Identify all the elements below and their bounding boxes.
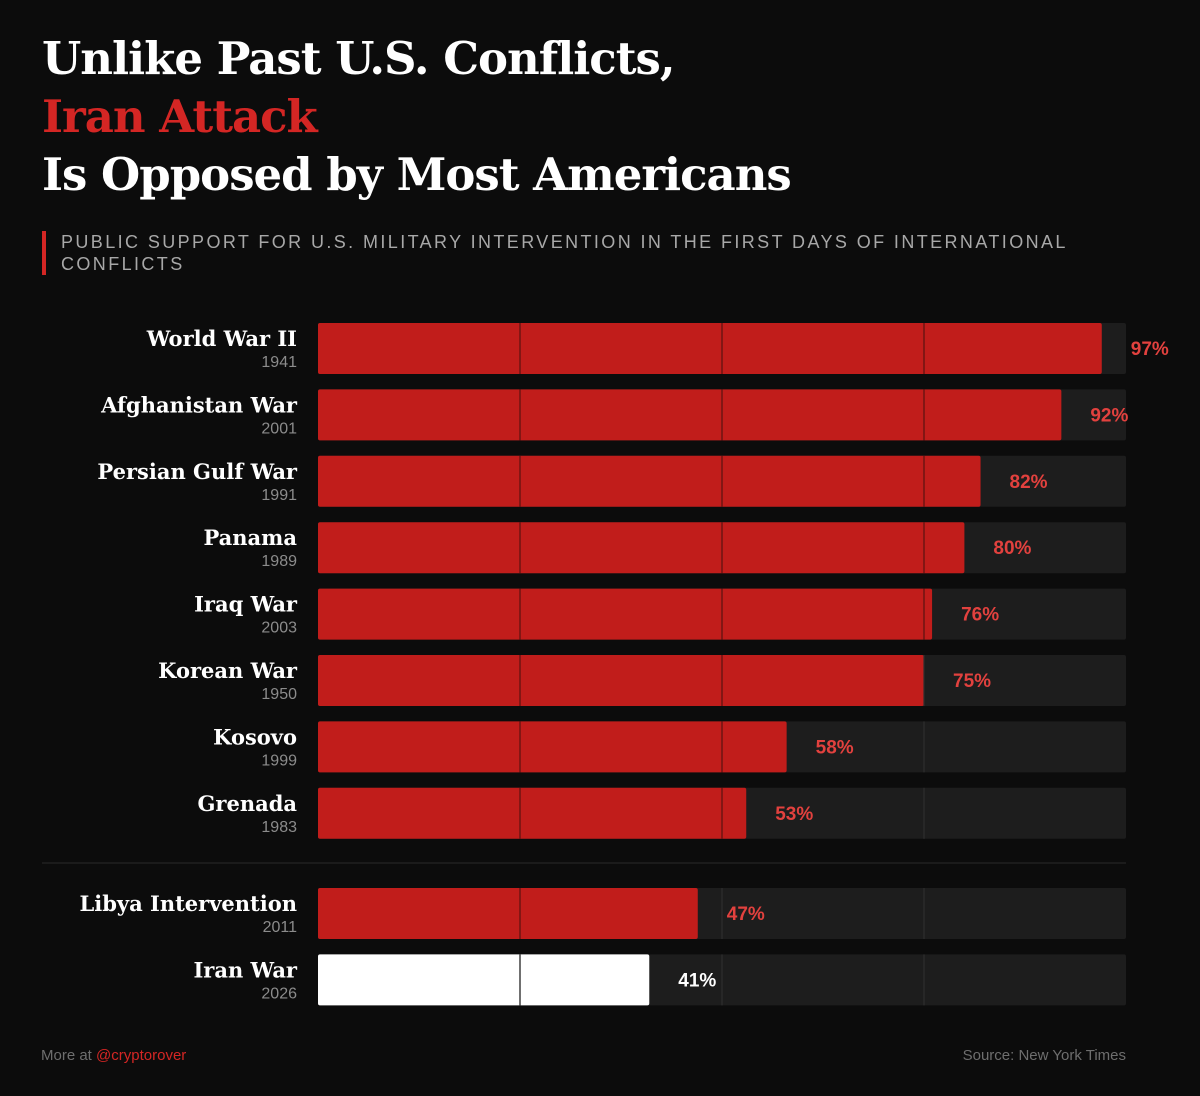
footer-more-at: More at	[41, 1047, 92, 1064]
category-label-grenada: Grenada	[197, 791, 297, 816]
year-label-iran-war: 2026	[261, 985, 297, 1002]
title-line-1: Unlike Past U.S. Conflicts,	[42, 32, 675, 85]
bar-korean-war	[318, 655, 924, 706]
bar-chart: 97% World War II 1941 92% Afghanistan War 200…	[42, 323, 1169, 1006]
bar-grenada	[318, 787, 747, 839]
category-label-libya-intervention: Libya Intervention	[79, 891, 297, 916]
category-label-afghanistan-war: Afghanistan War	[100, 392, 298, 417]
value-label-grenada: 53%	[775, 804, 813, 825]
chart-title: Unlike Past U.S. Conflicts, Iran Attack …	[42, 30, 792, 204]
category-label-korean-war: Korean War	[158, 658, 298, 683]
bar-libya-intervention	[318, 888, 698, 939]
category-label-panama: Panama	[203, 525, 297, 550]
category-label-persian-gulf-war: Persian Gulf War	[97, 459, 298, 484]
category-label-kosovo: Kosovo	[213, 724, 297, 749]
value-label-panama: 80%	[993, 538, 1031, 559]
year-label-world-war-ii: 1941	[261, 354, 297, 371]
year-label-persian-gulf-war: 1991	[261, 487, 297, 504]
category-label-iraq-war: Iraq War	[194, 592, 298, 617]
value-label-persian-gulf-war: 82%	[1010, 472, 1048, 493]
title-line-3: Is Opposed by Most Americans	[42, 148, 792, 201]
value-label-afghanistan-war: 92%	[1090, 405, 1128, 426]
footer-handle-link[interactable]: @cryptorover	[96, 1047, 187, 1064]
year-label-iraq-war: 2003	[261, 620, 297, 637]
value-label-kosovo: 58%	[816, 737, 854, 758]
title-line-2-highlight: Iran Attack	[42, 90, 318, 143]
bar-iran-war	[318, 954, 650, 1006]
bar-world-war-ii	[318, 323, 1102, 374]
value-label-world-war-ii: 97%	[1131, 339, 1169, 360]
year-label-panama: 1989	[261, 553, 297, 570]
value-label-iran-war: 41%	[678, 970, 716, 991]
bar-panama	[318, 522, 965, 574]
bar-kosovo	[318, 721, 787, 773]
year-label-grenada: 1983	[261, 819, 297, 836]
footer-source: Source: New York Times	[962, 1047, 1126, 1064]
bar-persian-gulf-war	[318, 455, 981, 507]
year-label-kosovo: 1999	[261, 752, 297, 769]
footer-credit: More at @cryptorover	[41, 1047, 186, 1064]
bar-afghanistan-war	[318, 389, 1062, 441]
year-label-afghanistan-war: 2001	[261, 420, 297, 437]
bar-iraq-war	[318, 588, 933, 640]
value-label-korean-war: 75%	[953, 671, 991, 692]
year-label-libya-intervention: 2011	[263, 919, 298, 936]
value-label-iraq-war: 76%	[961, 605, 999, 626]
category-label-world-war-ii: World War II	[146, 326, 297, 351]
year-label-korean-war: 1950	[261, 686, 297, 703]
category-label-iran-war: Iran War	[193, 957, 297, 982]
chart-subtitle: PUBLIC SUPPORT FOR U.S. MILITARY INTERVE…	[42, 231, 1141, 275]
value-label-libya-intervention: 47%	[727, 904, 765, 925]
